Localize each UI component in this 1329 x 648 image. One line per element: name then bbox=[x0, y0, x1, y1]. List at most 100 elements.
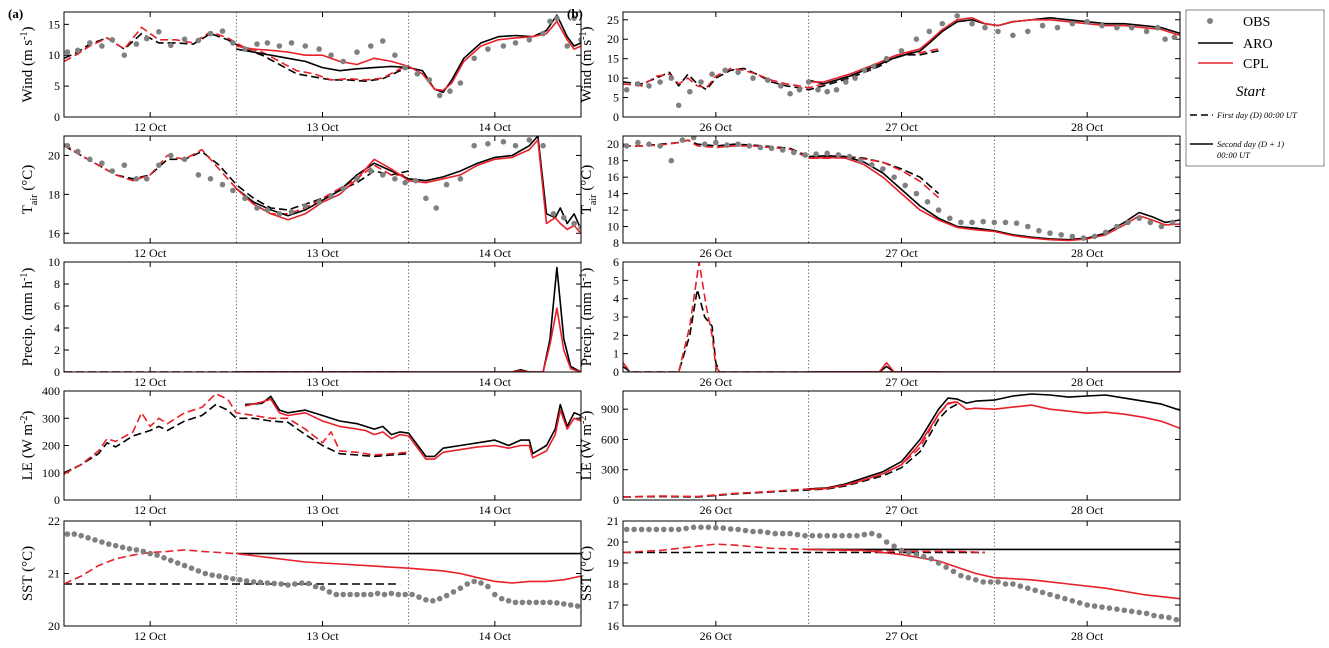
obs-point bbox=[906, 549, 912, 556]
x-tick-label: 26 Oct bbox=[700, 120, 733, 134]
obs-point bbox=[861, 531, 868, 538]
obs-point bbox=[913, 190, 920, 197]
x-tick-label: 27 Oct bbox=[885, 503, 918, 517]
obs-point bbox=[735, 69, 741, 76]
obs-point bbox=[402, 591, 409, 598]
y-tick-label: 16 bbox=[607, 170, 619, 184]
obs-point bbox=[340, 58, 347, 65]
obs-point bbox=[540, 599, 546, 606]
obs-point bbox=[547, 18, 553, 25]
y-tick-label: 2 bbox=[54, 343, 60, 357]
obs-point bbox=[1128, 24, 1135, 31]
x-tick-label: 28 Oct bbox=[1071, 375, 1104, 389]
plot-area bbox=[64, 136, 581, 234]
obs-point bbox=[75, 148, 81, 155]
plot-area bbox=[623, 13, 1180, 109]
obs-point bbox=[835, 152, 842, 158]
obs-point bbox=[485, 583, 491, 590]
obs-point bbox=[361, 591, 367, 598]
obs-point bbox=[735, 526, 741, 533]
series-cpl-second bbox=[235, 139, 581, 234]
obs-point bbox=[99, 160, 105, 166]
obs-point bbox=[794, 531, 801, 538]
obs-point bbox=[815, 87, 821, 93]
obs-point bbox=[500, 43, 507, 49]
obs-point bbox=[661, 526, 667, 533]
obs-point bbox=[168, 152, 174, 159]
obs-point bbox=[824, 88, 830, 95]
plot-frame bbox=[622, 520, 1181, 627]
obs-point bbox=[913, 36, 920, 42]
obs-point bbox=[687, 88, 693, 95]
obs-point bbox=[833, 87, 840, 93]
obs-point bbox=[947, 215, 953, 222]
y-tick-label: 20 bbox=[48, 148, 60, 162]
series-aro-first bbox=[64, 32, 409, 82]
obs-point bbox=[1151, 612, 1157, 619]
obs-point bbox=[898, 547, 905, 554]
obs-point bbox=[526, 599, 533, 606]
obs-point bbox=[1076, 600, 1083, 606]
y-tick-label: 18 bbox=[48, 187, 60, 201]
obs-point bbox=[409, 591, 415, 598]
obs-point bbox=[779, 147, 786, 153]
obs-point bbox=[1091, 233, 1098, 240]
obs-point bbox=[250, 579, 257, 585]
obs-point bbox=[705, 524, 712, 531]
obs-point bbox=[817, 532, 823, 539]
obs-point bbox=[87, 156, 93, 163]
obs-point bbox=[492, 591, 498, 598]
obs-point bbox=[1158, 613, 1165, 620]
obs-point bbox=[464, 581, 471, 587]
obs-point bbox=[1002, 581, 1009, 587]
obs-point bbox=[623, 143, 630, 149]
obs-point bbox=[571, 220, 577, 227]
plot-area bbox=[623, 136, 1180, 242]
obs-point bbox=[679, 137, 686, 143]
obs-point bbox=[540, 142, 546, 149]
obs-point bbox=[727, 526, 734, 532]
obs-point bbox=[1062, 595, 1068, 602]
obs-point bbox=[299, 580, 305, 586]
obs-point bbox=[380, 172, 386, 178]
legend-title: Start bbox=[1236, 84, 1266, 100]
plot-frame bbox=[622, 261, 1181, 373]
obs-point bbox=[154, 552, 160, 558]
obs-point bbox=[174, 560, 181, 566]
obs-point bbox=[264, 40, 271, 46]
obs-point bbox=[328, 193, 334, 200]
obs-point bbox=[883, 539, 890, 545]
x-tick-label: 27 Oct bbox=[885, 246, 918, 260]
y-tick-label: 100 bbox=[42, 466, 60, 480]
obs-point bbox=[254, 205, 260, 211]
obs-point bbox=[276, 43, 283, 49]
y-tick-label: 900 bbox=[601, 402, 619, 416]
obs-point bbox=[457, 80, 464, 86]
x-tick-label: 26 Oct bbox=[700, 503, 733, 517]
obs-point bbox=[1080, 235, 1087, 241]
obs-point bbox=[302, 203, 309, 209]
y-axis-label: Wind (m s-1) bbox=[578, 26, 595, 102]
y-tick-label: 5 bbox=[54, 79, 60, 93]
obs-point bbox=[1069, 20, 1076, 27]
obs-point bbox=[869, 530, 875, 537]
obs-point bbox=[561, 601, 567, 607]
obs-point bbox=[995, 28, 1001, 35]
obs-point bbox=[765, 77, 771, 83]
obs-point bbox=[1091, 603, 1098, 609]
obs-point bbox=[824, 532, 830, 539]
legend: OBS ARO CPL Start First day (D) 00:00 UT… bbox=[1185, 9, 1325, 167]
obs-point bbox=[1099, 604, 1105, 610]
subplot-a-2: 16 18 20 12 Oct 13 Oct 14 Oct Tair (°C) bbox=[20, 135, 582, 260]
obs-point bbox=[316, 46, 322, 52]
legend-first-day-label: First day (D) 00:00 UT bbox=[1216, 110, 1298, 120]
obs-point bbox=[1069, 233, 1076, 240]
obs-point bbox=[1102, 229, 1109, 236]
x-tick-label: 12 Oct bbox=[134, 120, 167, 134]
obs-point bbox=[374, 590, 381, 597]
obs-point bbox=[870, 63, 877, 70]
y-tick-label: 16 bbox=[607, 619, 619, 633]
obs-point bbox=[485, 46, 491, 52]
x-tick-label: 26 Oct bbox=[700, 246, 733, 260]
y-tick-label: 15 bbox=[48, 17, 60, 31]
